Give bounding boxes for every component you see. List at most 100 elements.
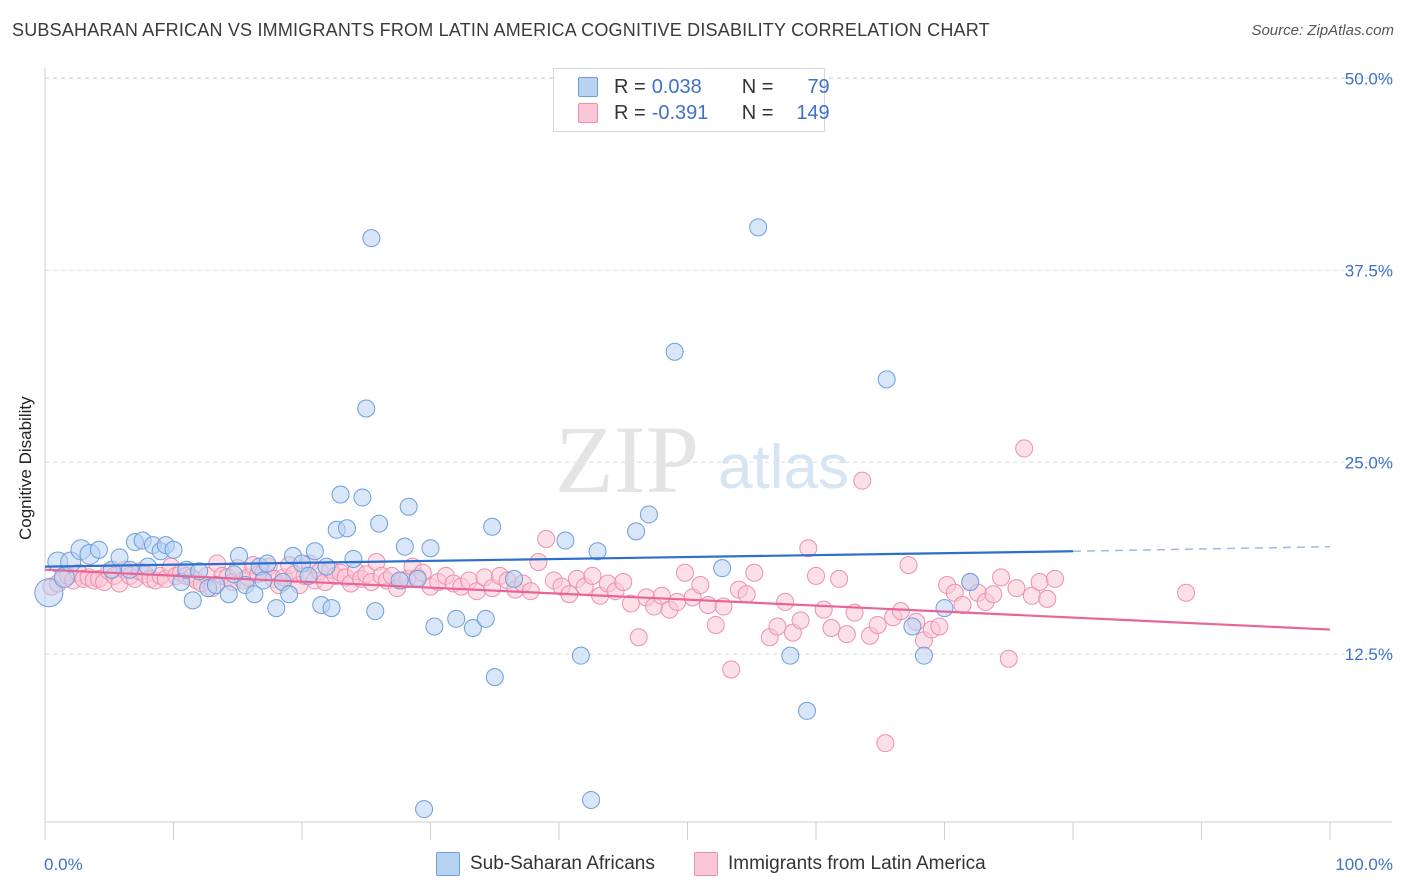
legend-row-blue: R = 0.038 N = 79 [578, 75, 830, 99]
latin-america-point [868, 615, 887, 634]
latin-america-point [992, 568, 1011, 587]
latin-america-point [953, 596, 972, 615]
latin-america-point [737, 585, 756, 604]
subsaharan-point [190, 562, 209, 581]
latin-america-point [675, 563, 694, 582]
subsaharan-point [463, 619, 482, 638]
latin-america-point [814, 600, 833, 619]
subsaharan-point [877, 370, 896, 389]
subsaharan-point [961, 572, 980, 591]
latin-america-point [1007, 579, 1026, 598]
subsaharan-point [421, 539, 440, 558]
latin-america-trend-line [44, 568, 1331, 631]
latin-america-point [791, 611, 810, 630]
subsaharan-point [639, 505, 658, 524]
subsaharan-point [476, 609, 495, 628]
n-value: 79 [807, 75, 830, 98]
latin-america-point [614, 572, 633, 591]
subsaharan-point [89, 540, 108, 559]
subsaharan-point [317, 557, 336, 576]
trend-lines [44, 545, 1331, 631]
subsaharan-point [219, 585, 238, 604]
legend-label: Immigrants from Latin America [728, 853, 986, 874]
latin-america-point [853, 471, 872, 490]
subsaharan-point [483, 517, 502, 536]
subsaharan-point [713, 559, 732, 578]
pink-swatch [694, 852, 718, 876]
latin-america-point [1015, 439, 1034, 458]
latin-america-point [830, 569, 849, 588]
watermark-atlas: atlas [718, 433, 849, 502]
y-tick-label: 37.5% [1345, 261, 1393, 280]
latin-america-point [776, 592, 795, 611]
latin-america-point [529, 553, 548, 572]
legend-label: Sub-Saharan Africans [470, 853, 655, 874]
subsaharan-point [399, 497, 418, 516]
subsaharan-point [34, 578, 64, 608]
y-tick-labels: 12.5% 25.0% 37.5% 50.0% [1345, 70, 1393, 665]
subsaharan-point [935, 599, 954, 618]
latin-america-point [1038, 589, 1057, 608]
subsaharan-point [914, 646, 933, 665]
subsaharan-point [370, 514, 389, 533]
subsaharan-point [164, 540, 183, 559]
subsaharan-point [305, 542, 324, 561]
subsaharan-point [781, 646, 800, 665]
latin-america-point [891, 602, 910, 621]
latin-america-point [899, 556, 918, 575]
subsaharan-point [447, 609, 466, 628]
latin-america-point [1177, 583, 1196, 602]
subsaharan-point [798, 701, 817, 720]
axes [44, 68, 1392, 840]
latin-america-point [691, 576, 710, 595]
subsaharan-point [206, 576, 225, 595]
y-tick-label: 50.0% [1345, 70, 1393, 89]
latin-america-point [1046, 569, 1065, 588]
subsaharan-point [344, 549, 363, 568]
subsaharan-point [390, 571, 409, 590]
latin-america-point [583, 566, 602, 585]
latin-america-point [706, 615, 725, 634]
subsaharan-point [408, 569, 427, 588]
y-tick-label: 25.0% [1345, 453, 1393, 472]
latin-america-point [799, 539, 818, 558]
latin-america-point [999, 649, 1018, 668]
subsaharan-point [415, 800, 434, 819]
source-label: Source: ZipAtlas.com [1251, 22, 1394, 39]
latin-america-point [837, 625, 856, 644]
subsaharan-point [120, 560, 139, 579]
subsaharan-point [485, 668, 504, 687]
watermark-zip: ZIP [555, 406, 699, 513]
latin-america-point [722, 660, 741, 679]
legend-item-latin-america: Immigrants from Latin America [694, 852, 986, 876]
subsaharan-points [34, 218, 980, 819]
legend-row-pink: R = -0.391 N = 149 [578, 101, 830, 125]
subsaharan-point [366, 602, 385, 621]
latin-america-point [652, 586, 671, 605]
subsaharan-point [903, 617, 922, 636]
subsaharan-trend-extension [1072, 545, 1331, 553]
watermark: ZIP atlas [555, 406, 849, 513]
subsaharan-point [425, 617, 444, 636]
subsaharan-point [280, 585, 299, 604]
subsaharan-point [230, 546, 249, 565]
y-tick-label: 12.5% [1345, 645, 1393, 664]
latin-america-point [984, 585, 1003, 604]
subsaharan-point [362, 229, 381, 248]
n-label: N = [741, 75, 774, 98]
latin-america-point [876, 734, 895, 753]
r-label: R = [614, 101, 646, 124]
subsaharan-point [582, 790, 601, 809]
blue-swatch [578, 77, 598, 97]
x-tick-label: 100.0% [1335, 855, 1393, 874]
blue-swatch [436, 852, 460, 876]
latin-america-point [629, 628, 648, 647]
latin-america-point [822, 619, 841, 638]
subsaharan-point [665, 342, 684, 361]
subsaharan-point [571, 646, 590, 665]
x-tick-label: 0.0% [44, 855, 83, 874]
latin-america-point [668, 592, 687, 611]
latin-america-point [930, 617, 949, 636]
latin-america-point [768, 617, 787, 636]
subsaharan-point [556, 531, 575, 550]
